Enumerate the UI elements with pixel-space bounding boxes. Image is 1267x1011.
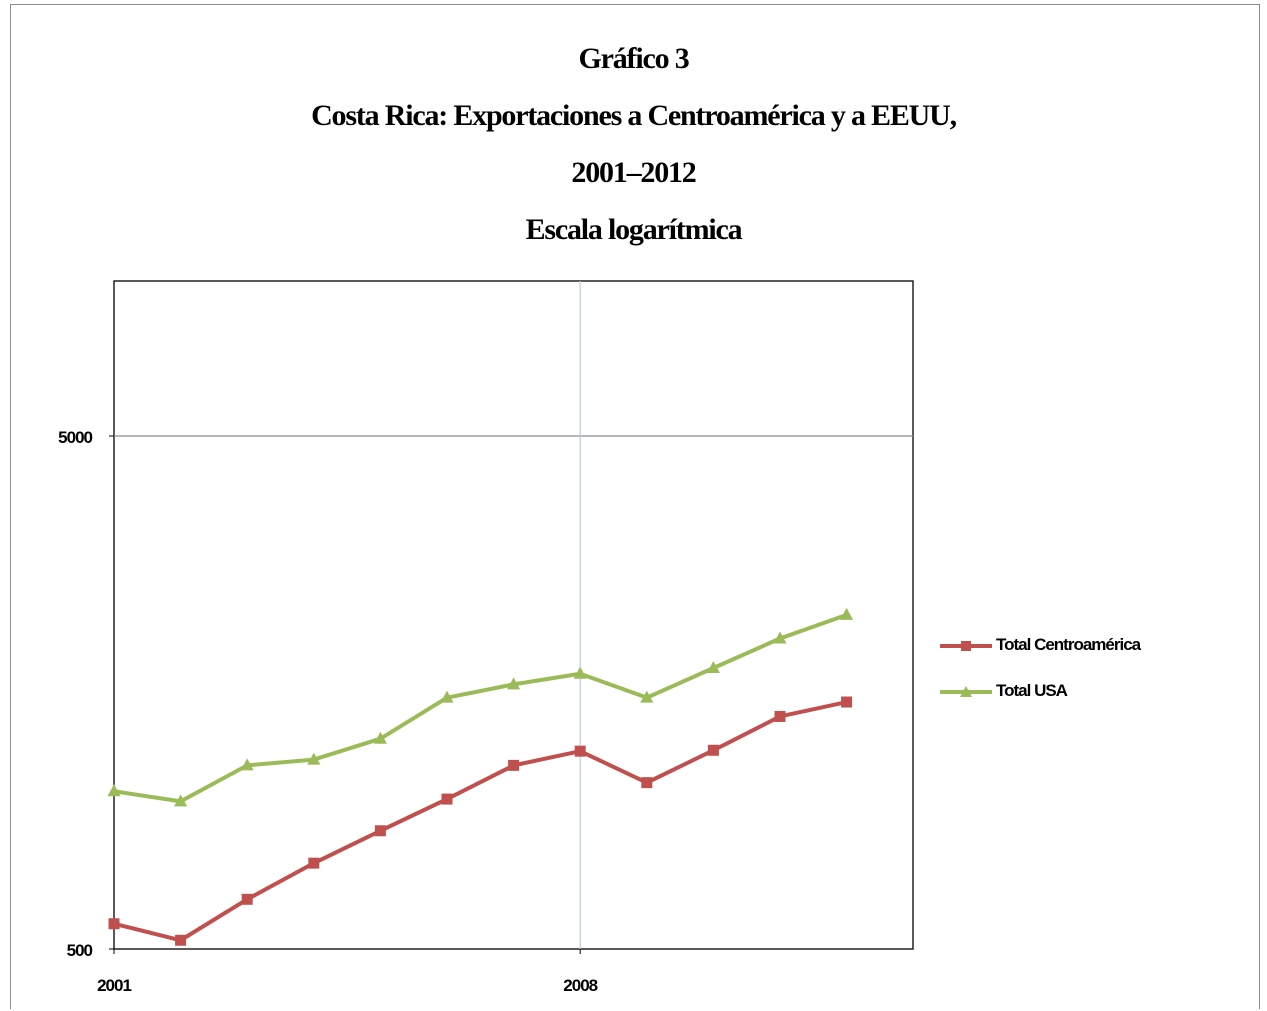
chart-legend: Total Centroamérica Total USA [940, 622, 1141, 714]
series-line-centroamerica [113, 700, 848, 943]
data-point-usa [573, 666, 587, 679]
legend-label-centroamerica: Total Centroamérica [996, 635, 1141, 654]
chart-title-line-3: 2001–2012 [571, 156, 696, 189]
legend-item-centroamerica: Total Centroamérica [940, 622, 1141, 668]
chart-title-line-1: Gráfico 3 [578, 42, 690, 75]
legend-item-usa: Total USA [940, 668, 1140, 714]
data-point-usa [107, 784, 121, 797]
x-tick-label: 2008 [563, 976, 597, 995]
data-point-usa [773, 631, 787, 644]
data-point-usa [840, 607, 854, 620]
data-point-centroamerica [108, 918, 120, 930]
data-point-centroamerica [641, 777, 653, 789]
chart-title-line-2: Costa Rica: Exportaciones a Centroaméric… [311, 99, 957, 132]
plot-area [113, 280, 914, 950]
data-point-centroamerica [508, 759, 520, 771]
data-point-usa [507, 677, 521, 690]
data-point-usa [174, 794, 188, 807]
y-tick-label: 500 [67, 941, 93, 960]
data-point-usa [307, 752, 321, 765]
data-point-usa [240, 758, 254, 771]
legend-swatch-centroamerica [940, 630, 992, 660]
data-point-usa [373, 731, 387, 744]
data-point-centroamerica [707, 744, 719, 756]
y-tick-label: 5000 [58, 428, 92, 447]
data-point-centroamerica [175, 934, 187, 946]
legend-label-usa: Total USA [996, 681, 1068, 700]
data-point-centroamerica [441, 793, 453, 805]
legend-swatch-usa [940, 676, 992, 706]
x-tick-label: 2001 [97, 976, 131, 995]
data-point-centroamerica [241, 893, 253, 905]
data-point-centroamerica [774, 710, 786, 722]
data-point-centroamerica [574, 745, 586, 757]
data-point-usa [640, 690, 654, 703]
data-point-usa [706, 660, 720, 673]
chart-title: Gráfico 3 Costa Rica: Exportaciones a Ce… [0, 30, 1267, 258]
series-line-usa [113, 613, 848, 804]
chart-title-line-4: Escala logarítmica [525, 213, 743, 246]
data-point-centroamerica [308, 857, 320, 869]
data-point-centroamerica [374, 825, 386, 837]
data-point-centroamerica [841, 696, 853, 708]
data-point-usa [440, 690, 454, 703]
chart-frame [10, 4, 1260, 1009]
